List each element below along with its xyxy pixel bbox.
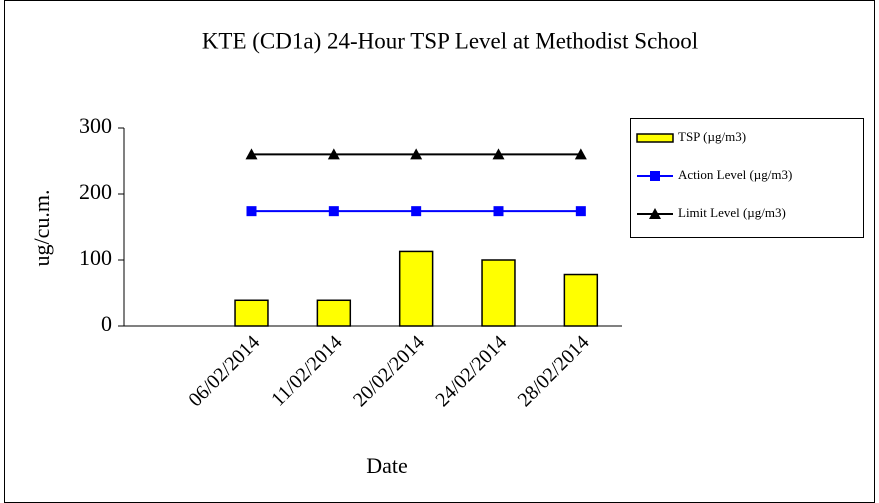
marker (649, 208, 661, 219)
bar (481, 259, 516, 327)
y-tick-label: 100 (79, 245, 112, 270)
x-axis-label: Date (366, 453, 408, 478)
marker (245, 148, 258, 160)
marker (492, 148, 505, 160)
y-tick-label: 0 (101, 311, 112, 336)
marker (328, 206, 339, 217)
marker (410, 148, 423, 160)
bar (316, 299, 352, 327)
bar (234, 299, 269, 327)
y-tick-label: 200 (79, 179, 112, 204)
marker (574, 148, 587, 160)
marker (493, 206, 504, 217)
marker (411, 206, 422, 217)
bar (398, 250, 434, 327)
legend-label: Limit Level (µg/m3) (678, 205, 786, 220)
chart-title: KTE (CD1a) 24-Hour TSP Level at Methodis… (202, 28, 698, 53)
marker (650, 171, 660, 181)
y-axis-label: ug/cu.m. (29, 190, 54, 267)
y-tick-label: 300 (79, 113, 112, 138)
chart-frame (4, 0, 875, 503)
bar (563, 273, 599, 327)
marker (246, 206, 257, 217)
marker (327, 148, 340, 160)
legend-swatch (636, 133, 674, 143)
legend-label: TSP (µg/m3) (678, 129, 746, 144)
legend-label: Action Level (µg/m3) (678, 167, 792, 182)
marker (575, 206, 586, 217)
